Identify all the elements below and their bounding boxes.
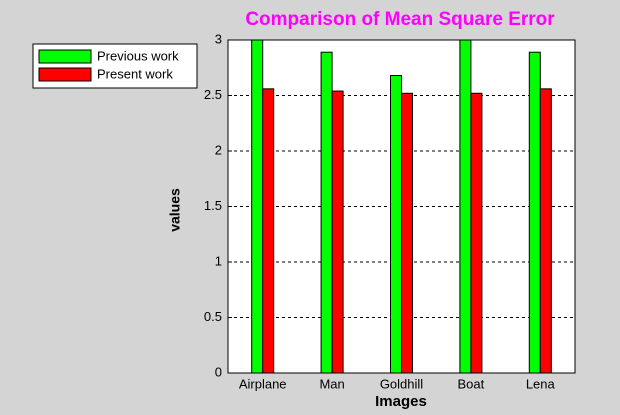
y-tick-label: 3 bbox=[215, 31, 222, 46]
bar bbox=[251, 39, 264, 374]
x-axis-label: Images bbox=[375, 393, 427, 410]
y-tick-label: 0 bbox=[215, 364, 222, 379]
bar bbox=[320, 51, 333, 374]
legend-swatch bbox=[38, 49, 92, 64]
y-tick-label: 0.5 bbox=[204, 309, 222, 324]
x-tick-label: Goldhill bbox=[380, 376, 423, 391]
bar bbox=[528, 51, 541, 374]
y-tick-label: 2 bbox=[215, 142, 222, 157]
legend-label: Previous work bbox=[97, 48, 179, 63]
x-tick-label: Lena bbox=[526, 376, 556, 391]
x-tick-label: Man bbox=[319, 376, 344, 391]
bar bbox=[539, 88, 552, 374]
chart-title: Comparison of Mean Square Error bbox=[245, 9, 555, 30]
legend-label: Present work bbox=[97, 66, 173, 81]
bar bbox=[401, 92, 413, 374]
x-tick-label: Airplane bbox=[239, 376, 287, 391]
y-tick-label: 2.5 bbox=[204, 87, 222, 102]
bar bbox=[390, 75, 402, 374]
bar bbox=[470, 92, 483, 374]
bar bbox=[331, 90, 344, 374]
legend-swatch bbox=[38, 67, 92, 82]
y-tick-label: 1.5 bbox=[204, 198, 222, 213]
x-tick-label: Boat bbox=[458, 376, 485, 391]
y-tick-label: 1 bbox=[215, 253, 222, 268]
bar bbox=[459, 39, 472, 374]
bar bbox=[262, 88, 275, 374]
plot-border bbox=[227, 39, 576, 374]
y-axis-label: values bbox=[167, 188, 183, 232]
